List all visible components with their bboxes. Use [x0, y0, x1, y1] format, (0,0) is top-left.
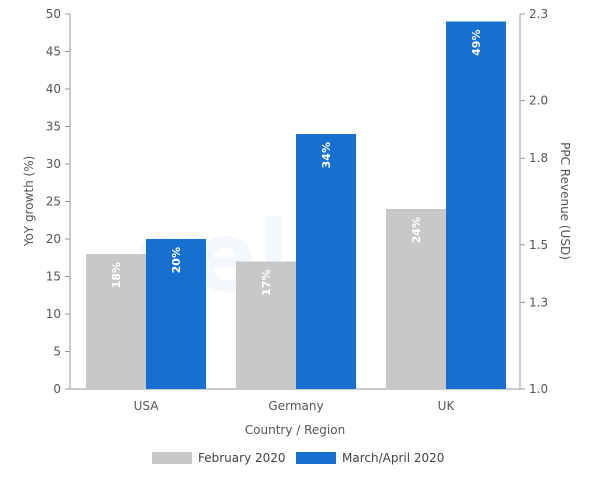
- y-tick-label-15: 15: [46, 270, 61, 284]
- bar-label-germany-series-0: 17%: [260, 270, 273, 296]
- legend-swatch-march-april: [296, 452, 336, 464]
- x-ticks: USA Germany UK: [134, 399, 456, 413]
- bar-usa-series-0: [86, 254, 146, 389]
- legend-label-february: February 2020: [198, 451, 286, 465]
- bar-label-germany-series-1: 34%: [320, 142, 333, 168]
- bar-germany-series-1: [296, 134, 356, 389]
- y2-axis-title: PPC Revenue (USD): [558, 142, 572, 260]
- bar-germany-series-0: [236, 261, 296, 389]
- legend-swatch-february: [152, 452, 192, 464]
- bar-label-usa-series-1: 20%: [170, 247, 183, 273]
- bars: 18% 20% 17% 34% 24% 49%: [86, 21, 506, 389]
- bar-uk-series-1: [446, 21, 506, 389]
- legend-label-march-april: March/April 2020: [342, 451, 444, 465]
- bar-usa-series-1: [146, 239, 206, 389]
- y-tick-label-5: 5: [53, 345, 61, 359]
- y2-tick-label-2: 1.5: [529, 238, 548, 252]
- y-tick-label-40: 40: [46, 82, 61, 96]
- x-tick-label-usa: USA: [134, 399, 160, 413]
- y-tick-label-25: 25: [46, 195, 61, 209]
- y2-tick-label-4: 2.0: [529, 94, 548, 108]
- y-ticks-right: 1.0 1.3 1.5 1.8 2.0 2.3: [520, 7, 548, 396]
- y-tick-label-35: 35: [46, 120, 61, 134]
- y-tick-label-30: 30: [46, 157, 61, 171]
- bar-label-uk-series-1: 49%: [470, 30, 483, 56]
- bar-uk-series-0: [386, 209, 446, 389]
- x-tick-label-germany: Germany: [268, 399, 323, 413]
- y2-tick-label-1: 1.3: [529, 295, 548, 309]
- x-tick-label-uk: UK: [438, 399, 456, 413]
- y-tick-label-50: 50: [46, 7, 61, 21]
- y-tick-label-0: 0: [53, 382, 61, 396]
- bar-label-usa-series-0: 18%: [110, 262, 123, 288]
- y-tick-label-20: 20: [46, 232, 61, 246]
- y2-tick-label-0: 1.0: [529, 382, 548, 396]
- x-axis-title: Country / Region: [245, 423, 345, 437]
- y-tick-label-45: 45: [46, 45, 61, 59]
- y2-tick-label-3: 1.8: [529, 151, 548, 165]
- bar-label-uk-series-0: 24%: [410, 217, 423, 243]
- legend: February 2020 March/April 2020: [152, 451, 444, 465]
- y-axis-title: YoY growth (%): [22, 156, 36, 248]
- y-ticks-left: 0 5 10 15 20 25 30 35 40 45 50: [46, 7, 70, 396]
- y2-tick-label-5: 2.3: [529, 7, 548, 21]
- y-tick-label-10: 10: [46, 307, 61, 321]
